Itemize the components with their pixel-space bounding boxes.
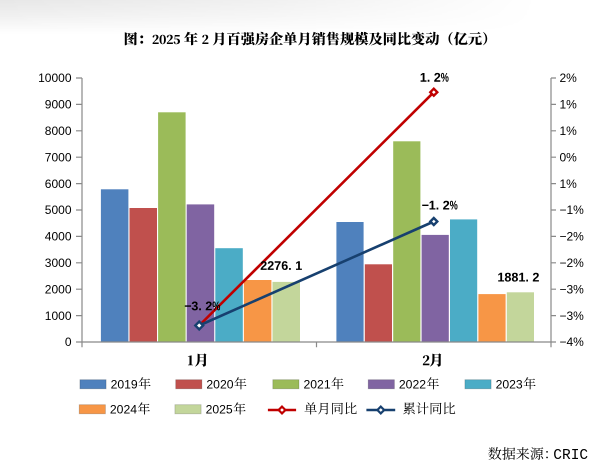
svg-text:1%: 1% [560,177,578,191]
svg-text:2%: 2% [560,71,578,85]
svg-text:2019: 2019 [111,377,138,391]
svg-text:0%: 0% [560,150,578,164]
svg-text:7000: 7000 [45,150,72,164]
svg-text:2000: 2000 [45,282,72,296]
svg-text:6000: 6000 [45,177,72,191]
svg-text:CRIC: CRIC [553,448,588,464]
svg-text:−1%: −1% [560,203,585,217]
svg-text:2025: 2025 [206,403,233,417]
svg-text:2024: 2024 [110,403,137,417]
svg-text:4000: 4000 [45,230,72,244]
svg-text:1%: 1% [560,124,578,138]
svg-text:10000: 10000 [38,71,72,85]
svg-text:9000: 9000 [45,98,72,112]
svg-text:−3%: −3% [560,309,585,323]
svg-text:0: 0 [65,335,72,349]
svg-text:8000: 8000 [45,124,72,138]
svg-text:−2%: −2% [560,230,585,244]
svg-text:−4%: −4% [560,335,585,349]
svg-text:3000: 3000 [45,256,72,270]
svg-text:2021: 2021 [304,377,331,391]
svg-text:−2%: −2% [560,256,585,270]
svg-text:2020: 2020 [206,377,233,391]
svg-text:2023: 2023 [496,377,523,391]
svg-text:−3%: −3% [560,282,585,296]
svg-text:2022: 2022 [399,377,426,391]
svg-text:1000: 1000 [45,309,72,323]
svg-text:5000: 5000 [45,203,72,217]
svg-text:1%: 1% [560,98,578,112]
